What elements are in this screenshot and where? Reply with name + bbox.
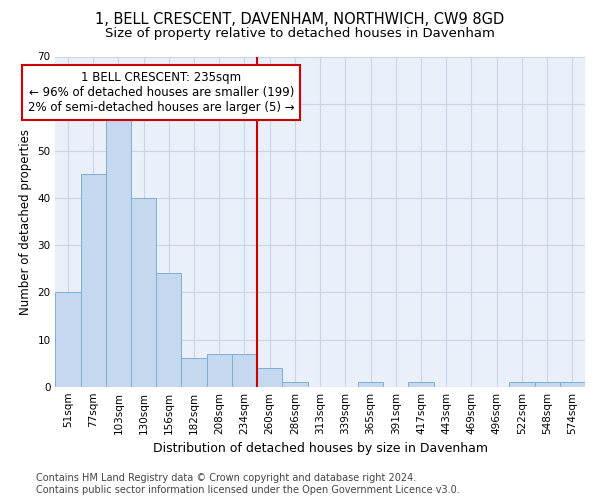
Y-axis label: Number of detached properties: Number of detached properties bbox=[19, 128, 32, 314]
Bar bbox=[232, 354, 257, 386]
Bar bbox=[535, 382, 560, 386]
Bar bbox=[257, 368, 283, 386]
Bar bbox=[156, 274, 181, 386]
Bar bbox=[409, 382, 434, 386]
Bar bbox=[131, 198, 156, 386]
Bar bbox=[106, 113, 131, 386]
Bar bbox=[206, 354, 232, 386]
Text: 1, BELL CRESCENT, DAVENHAM, NORTHWICH, CW9 8GD: 1, BELL CRESCENT, DAVENHAM, NORTHWICH, C… bbox=[95, 12, 505, 28]
Text: 1 BELL CRESCENT: 235sqm
← 96% of detached houses are smaller (199)
2% of semi-de: 1 BELL CRESCENT: 235sqm ← 96% of detache… bbox=[28, 70, 295, 114]
Text: Contains HM Land Registry data © Crown copyright and database right 2024.
Contai: Contains HM Land Registry data © Crown c… bbox=[36, 474, 460, 495]
X-axis label: Distribution of detached houses by size in Davenham: Distribution of detached houses by size … bbox=[152, 442, 488, 455]
Bar bbox=[560, 382, 585, 386]
Bar bbox=[181, 358, 206, 386]
Bar bbox=[80, 174, 106, 386]
Bar bbox=[283, 382, 308, 386]
Bar bbox=[55, 292, 80, 386]
Bar bbox=[509, 382, 535, 386]
Bar bbox=[358, 382, 383, 386]
Text: Size of property relative to detached houses in Davenham: Size of property relative to detached ho… bbox=[105, 28, 495, 40]
